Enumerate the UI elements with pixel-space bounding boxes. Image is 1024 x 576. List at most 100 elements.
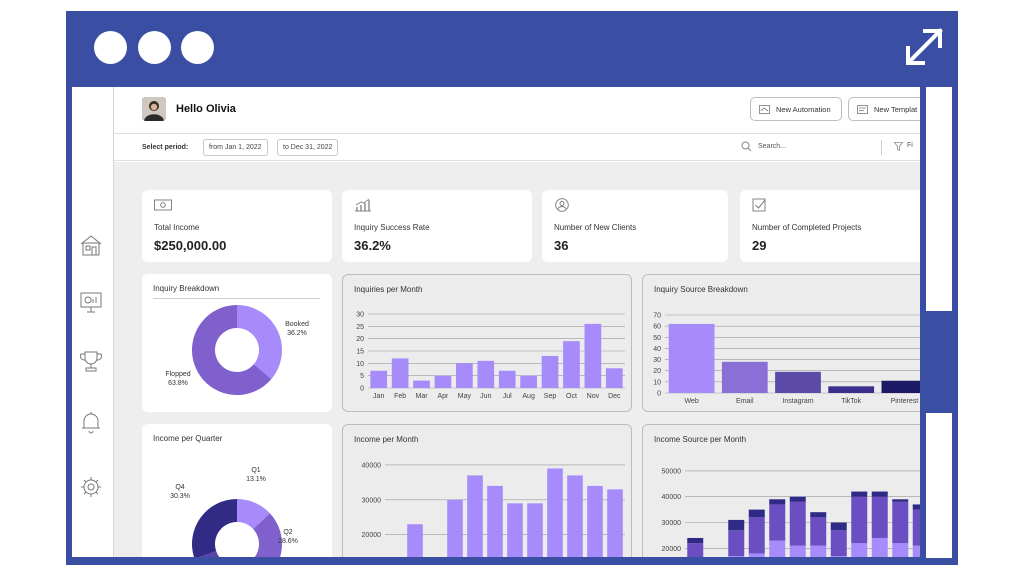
card-title: Inquiries per Month [354,285,423,294]
new-template-label: New Templat [874,104,918,114]
bar-segment [830,530,847,557]
income-per-month-card[interactable]: Income per Month 10000 20000 30000 40000 [342,424,632,557]
income-source-card[interactable]: Income Source per Month 1000020000300004… [642,424,920,557]
bar-segment [748,553,765,557]
window-dot-1[interactable] [94,31,127,64]
kpi-total-income[interactable]: Total Income $250,000.00 [142,190,332,262]
inquiry-breakdown-donut: Booked 36.2% Flopped 63.8% [165,305,309,395]
x-tick-label: Instagram [782,398,813,405]
x-tick-label: Apr [438,393,450,400]
trophy-icon[interactable] [79,349,103,373]
bar [498,370,516,388]
gear-icon[interactable] [79,475,103,499]
money-icon [154,199,172,211]
window-dot-2[interactable] [138,31,171,64]
new-automation-button[interactable]: New Automation [750,97,842,121]
presentation-icon[interactable] [79,290,103,314]
home-icon[interactable] [79,233,103,257]
kpi-completed-projects[interactable]: Number of Completed Projects 29 [740,190,920,262]
search-placeholder: Search... [758,143,787,150]
bar [775,371,821,393]
slice-label: Flopped [165,371,190,378]
bar [605,368,623,388]
y-tick-label: 60 [653,324,661,331]
slice-label: 63.8% [168,380,188,387]
card-title: Inquiry Breakdown [153,284,220,293]
bar [434,375,452,388]
avatar[interactable] [142,97,166,121]
kpi-value: 36 [554,238,569,253]
side-panel-bottom [926,413,952,558]
kpi-new-clients[interactable]: Number of New Clients 36 [542,190,728,262]
bar [607,489,623,557]
slice-label: Q4 [175,484,184,491]
card-title: Income Source per Month [654,435,747,444]
bar [527,503,543,557]
inquiries-per-month-card[interactable]: Inquiries per Month 0 5 10 15 20 25 30 Jan Feb Ma… [342,274,632,412]
y-tick-label: 30000 [362,497,382,504]
expand-icon[interactable] [903,26,945,68]
y-tick-label: 10 [356,361,364,368]
kpi-value: 29 [752,238,767,253]
donut-slice [199,551,220,557]
bar [477,360,495,388]
bar-segment [871,496,888,538]
slice-label: 28.6% [278,538,298,545]
bar-segment [810,512,827,518]
filter-bar: Select period: from Jan 1, 2022 to Dec 3… [114,133,920,161]
bar-segment [769,540,786,557]
y-tick-label: 0 [360,386,364,393]
donut-slice [253,513,282,557]
divider [881,140,882,155]
x-tick-label: Oct [566,393,577,400]
bar-segment [728,556,745,557]
date-from-input[interactable]: from Jan 1, 2022 [203,139,268,156]
card-title: Income per Month [354,435,419,444]
y-tick-label: 20 [356,336,364,343]
y-tick-label: 20000 [662,546,682,553]
automation-icon [759,104,770,114]
kpi-label: Number of New Clients [554,223,637,232]
bar-segment [769,499,786,505]
bar-segment [687,543,704,557]
y-tick-label: 5 [360,373,364,380]
card-title: Income per Quarter [153,434,223,443]
y-tick-label: 40000 [362,462,382,469]
bar-segment [871,491,888,497]
greeting: Hello Olivia [176,103,236,115]
new-template-button[interactable]: New Templat [848,97,920,121]
slice-label: 13.1% [246,476,266,483]
template-icon [857,104,868,114]
kpi-label: Inquiry Success Rate [354,223,430,232]
bell-icon[interactable] [79,410,103,434]
y-tick-label: 50000 [662,468,682,475]
filter-label: Fi [907,142,913,149]
bar [547,468,563,557]
kpi-inquiry-success[interactable]: Inquiry Success Rate 36.2% [342,190,532,262]
y-tick-label: 20 [653,368,661,375]
x-tick-label: Mar [416,393,429,400]
bar-segment [851,543,868,557]
bar [541,355,559,388]
search-field[interactable]: Search... [741,141,786,152]
bar [467,475,483,557]
inquiry-source-card[interactable]: Inquiry Source Breakdown 0 10 20 30 40 50 60 70… [642,274,920,412]
bar-segment [810,517,827,546]
side-panel-top [926,87,952,311]
top-bar: Hello Olivia New Automation New Templat [114,87,920,133]
x-tick-label: Aug [522,393,535,400]
donut-slice [237,499,270,530]
bar-segment [748,517,765,554]
window-dot-3[interactable] [181,31,214,64]
bar [487,485,503,557]
bar-segment [830,556,847,557]
kpi-label: Number of Completed Projects [752,223,862,232]
date-to-input[interactable]: to Dec 31, 2022 [277,139,339,156]
bar-segment [789,496,806,502]
donut-slice [192,305,272,395]
slice-label: Q2 [283,529,292,536]
filter-button[interactable]: Fi [894,142,913,151]
growth-chart-icon [355,198,371,212]
inquiry-breakdown-card[interactable]: Inquiry Breakdown Booked 36.2% Flopped 63.8… [142,274,332,412]
income-per-quarter-card[interactable]: Income per Quarter Q1 13.1% Q2 28.6% Q4 30.3% [142,424,332,557]
